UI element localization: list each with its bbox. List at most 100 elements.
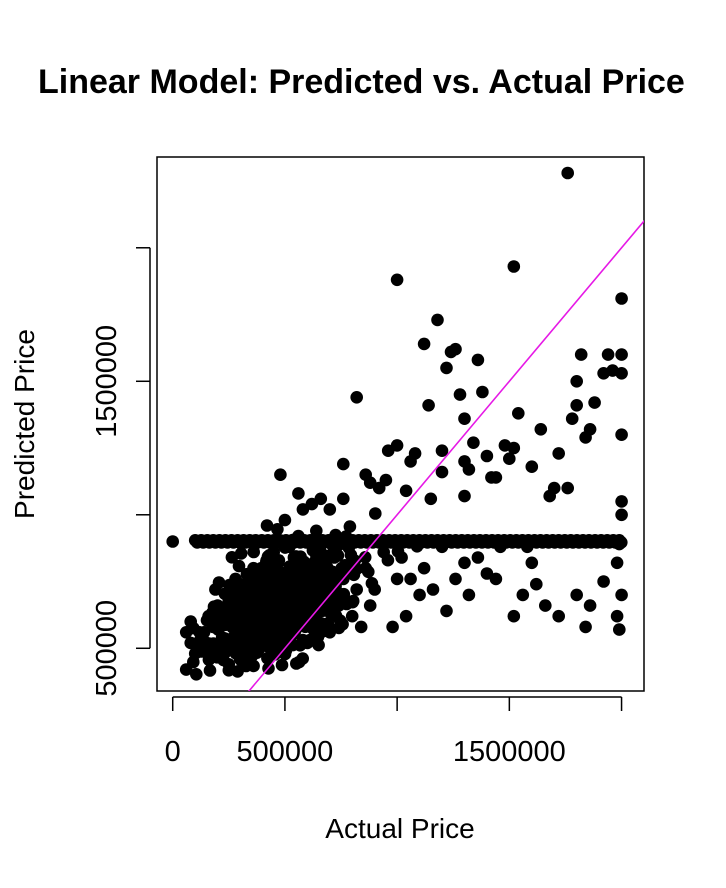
y-axis-label: Predicted Price — [9, 329, 40, 519]
data-point — [507, 260, 521, 273]
data-point — [440, 361, 453, 375]
data-point — [218, 587, 232, 601]
data-point — [187, 621, 200, 635]
data-point — [471, 551, 485, 564]
data-point — [350, 583, 364, 596]
plot-area-frame — [156, 156, 645, 692]
data-point — [210, 605, 224, 619]
data-point — [467, 436, 480, 450]
data-point — [525, 460, 539, 474]
x-tick-label: 1500000 — [453, 736, 566, 768]
y-axis: 500000 1500000 — [91, 247, 151, 697]
data-point — [166, 535, 179, 548]
data-point — [299, 611, 313, 624]
data-point — [262, 605, 275, 619]
data-point — [390, 439, 404, 452]
data-points — [166, 166, 628, 681]
data-point — [476, 385, 489, 399]
data-point — [615, 367, 628, 380]
data-point — [350, 391, 364, 404]
data-point — [365, 577, 379, 590]
data-point — [610, 556, 624, 570]
data-point — [471, 353, 485, 367]
data-point — [547, 481, 561, 495]
data-point — [462, 588, 476, 602]
data-point — [337, 457, 350, 471]
data-point — [615, 495, 628, 508]
data-point — [296, 652, 310, 665]
data-point — [480, 567, 494, 580]
data-point — [615, 508, 628, 522]
data-point — [390, 572, 404, 586]
data-point — [275, 658, 289, 672]
data-point — [202, 653, 216, 667]
data-point — [424, 492, 438, 506]
data-point — [435, 444, 449, 458]
data-point — [329, 528, 342, 542]
data-point — [552, 447, 565, 460]
data-point — [239, 659, 253, 673]
data-point — [503, 452, 516, 466]
data-point — [299, 534, 312, 548]
data-point — [304, 633, 317, 647]
data-point — [246, 592, 260, 606]
data-point — [226, 621, 239, 634]
data-point — [552, 609, 565, 623]
data-point — [203, 664, 217, 677]
data-point — [530, 577, 543, 591]
data-point — [615, 348, 628, 361]
data-point — [363, 599, 377, 612]
y-tick-label: 500000 — [91, 600, 123, 697]
data-point — [404, 572, 417, 586]
data-point — [399, 609, 413, 623]
data-point — [570, 399, 583, 412]
data-point — [362, 565, 375, 579]
data-point — [255, 568, 269, 582]
data-point — [413, 588, 426, 602]
data-point — [583, 599, 597, 612]
data-point — [260, 519, 274, 532]
data-point — [613, 623, 626, 636]
data-point — [207, 637, 220, 650]
data-point — [329, 609, 343, 623]
x-axis-label: Actual Price — [325, 813, 474, 844]
data-point — [332, 538, 346, 552]
data-point — [232, 559, 246, 573]
data-point — [342, 541, 356, 555]
data-point — [232, 577, 246, 591]
data-point — [260, 555, 273, 569]
data-point — [507, 441, 521, 455]
data-point — [462, 463, 476, 476]
data-point — [187, 655, 200, 669]
x-axis: 0 500000 1500000 — [165, 696, 623, 768]
data-point — [583, 423, 597, 436]
data-point — [453, 388, 467, 401]
data-point — [343, 520, 357, 533]
data-point — [512, 407, 525, 420]
data-point — [390, 273, 404, 287]
data-point — [597, 575, 610, 588]
data-point — [222, 664, 236, 677]
data-point — [426, 583, 440, 596]
x-tick-label: 0 — [165, 736, 181, 768]
data-point — [417, 561, 431, 575]
data-point — [274, 468, 287, 482]
data-point — [379, 473, 393, 487]
chart-title: Linear Model: Predicted vs. Actual Price — [38, 63, 685, 101]
data-point — [399, 484, 413, 498]
data-point — [195, 645, 208, 658]
data-point — [516, 588, 530, 602]
data-point — [507, 609, 521, 623]
data-point — [307, 572, 321, 586]
data-point — [314, 492, 328, 506]
data-point — [197, 626, 211, 639]
data-point — [422, 399, 435, 412]
data-point — [278, 513, 292, 527]
y-tick-label: 1500000 — [91, 325, 123, 438]
data-point — [269, 561, 282, 574]
data-point — [386, 620, 399, 634]
data-point — [615, 588, 628, 602]
data-point — [570, 375, 583, 388]
data-point — [337, 492, 350, 506]
data-point — [565, 412, 579, 426]
